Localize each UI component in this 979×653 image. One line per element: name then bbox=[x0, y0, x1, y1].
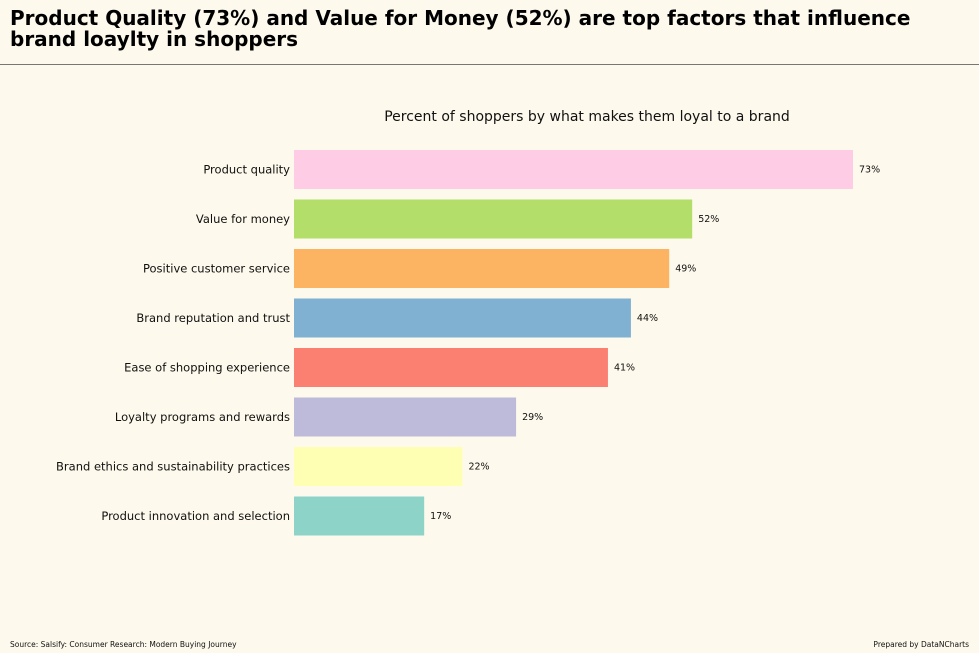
bar-7 bbox=[294, 447, 463, 486]
category-label: Positive customer service bbox=[143, 262, 290, 276]
chart-title: Percent of shoppers by what makes them l… bbox=[384, 109, 790, 125]
category-label: Brand reputation and trust bbox=[136, 311, 290, 325]
bar-4 bbox=[294, 298, 631, 338]
category-label: Product innovation and selection bbox=[101, 509, 290, 523]
bar-8 bbox=[294, 496, 425, 536]
bar-6 bbox=[294, 397, 517, 437]
value-label: 22% bbox=[468, 462, 489, 473]
category-label: Brand ethics and sustainability practice… bbox=[56, 460, 290, 474]
source-note: Source: Salsify: Consumer Research: Mode… bbox=[10, 640, 237, 649]
title-divider bbox=[0, 64, 979, 65]
page-title: Product Quality (73%) and Value for Mone… bbox=[10, 6, 911, 51]
category-label: Loyalty programs and rewards bbox=[115, 410, 290, 424]
bars-group: Product quality 73% Value for money 52% Posi… bbox=[56, 150, 880, 536]
value-label: 44% bbox=[637, 313, 658, 324]
value-label: 52% bbox=[698, 214, 719, 225]
value-label: 41% bbox=[614, 363, 635, 374]
category-label: Ease of shopping experience bbox=[124, 361, 290, 375]
bar-5 bbox=[294, 348, 608, 387]
bar-2 bbox=[294, 199, 693, 239]
bar-1 bbox=[294, 150, 853, 189]
category-label: Product quality bbox=[203, 163, 290, 177]
value-label: 73% bbox=[859, 165, 880, 176]
value-label: 17% bbox=[430, 511, 451, 522]
credit-note: Prepared by DataNCharts bbox=[873, 640, 969, 649]
value-label: 29% bbox=[522, 412, 543, 423]
category-label: Value for money bbox=[196, 212, 290, 226]
bar-3 bbox=[294, 249, 670, 288]
value-label: 49% bbox=[675, 264, 696, 275]
